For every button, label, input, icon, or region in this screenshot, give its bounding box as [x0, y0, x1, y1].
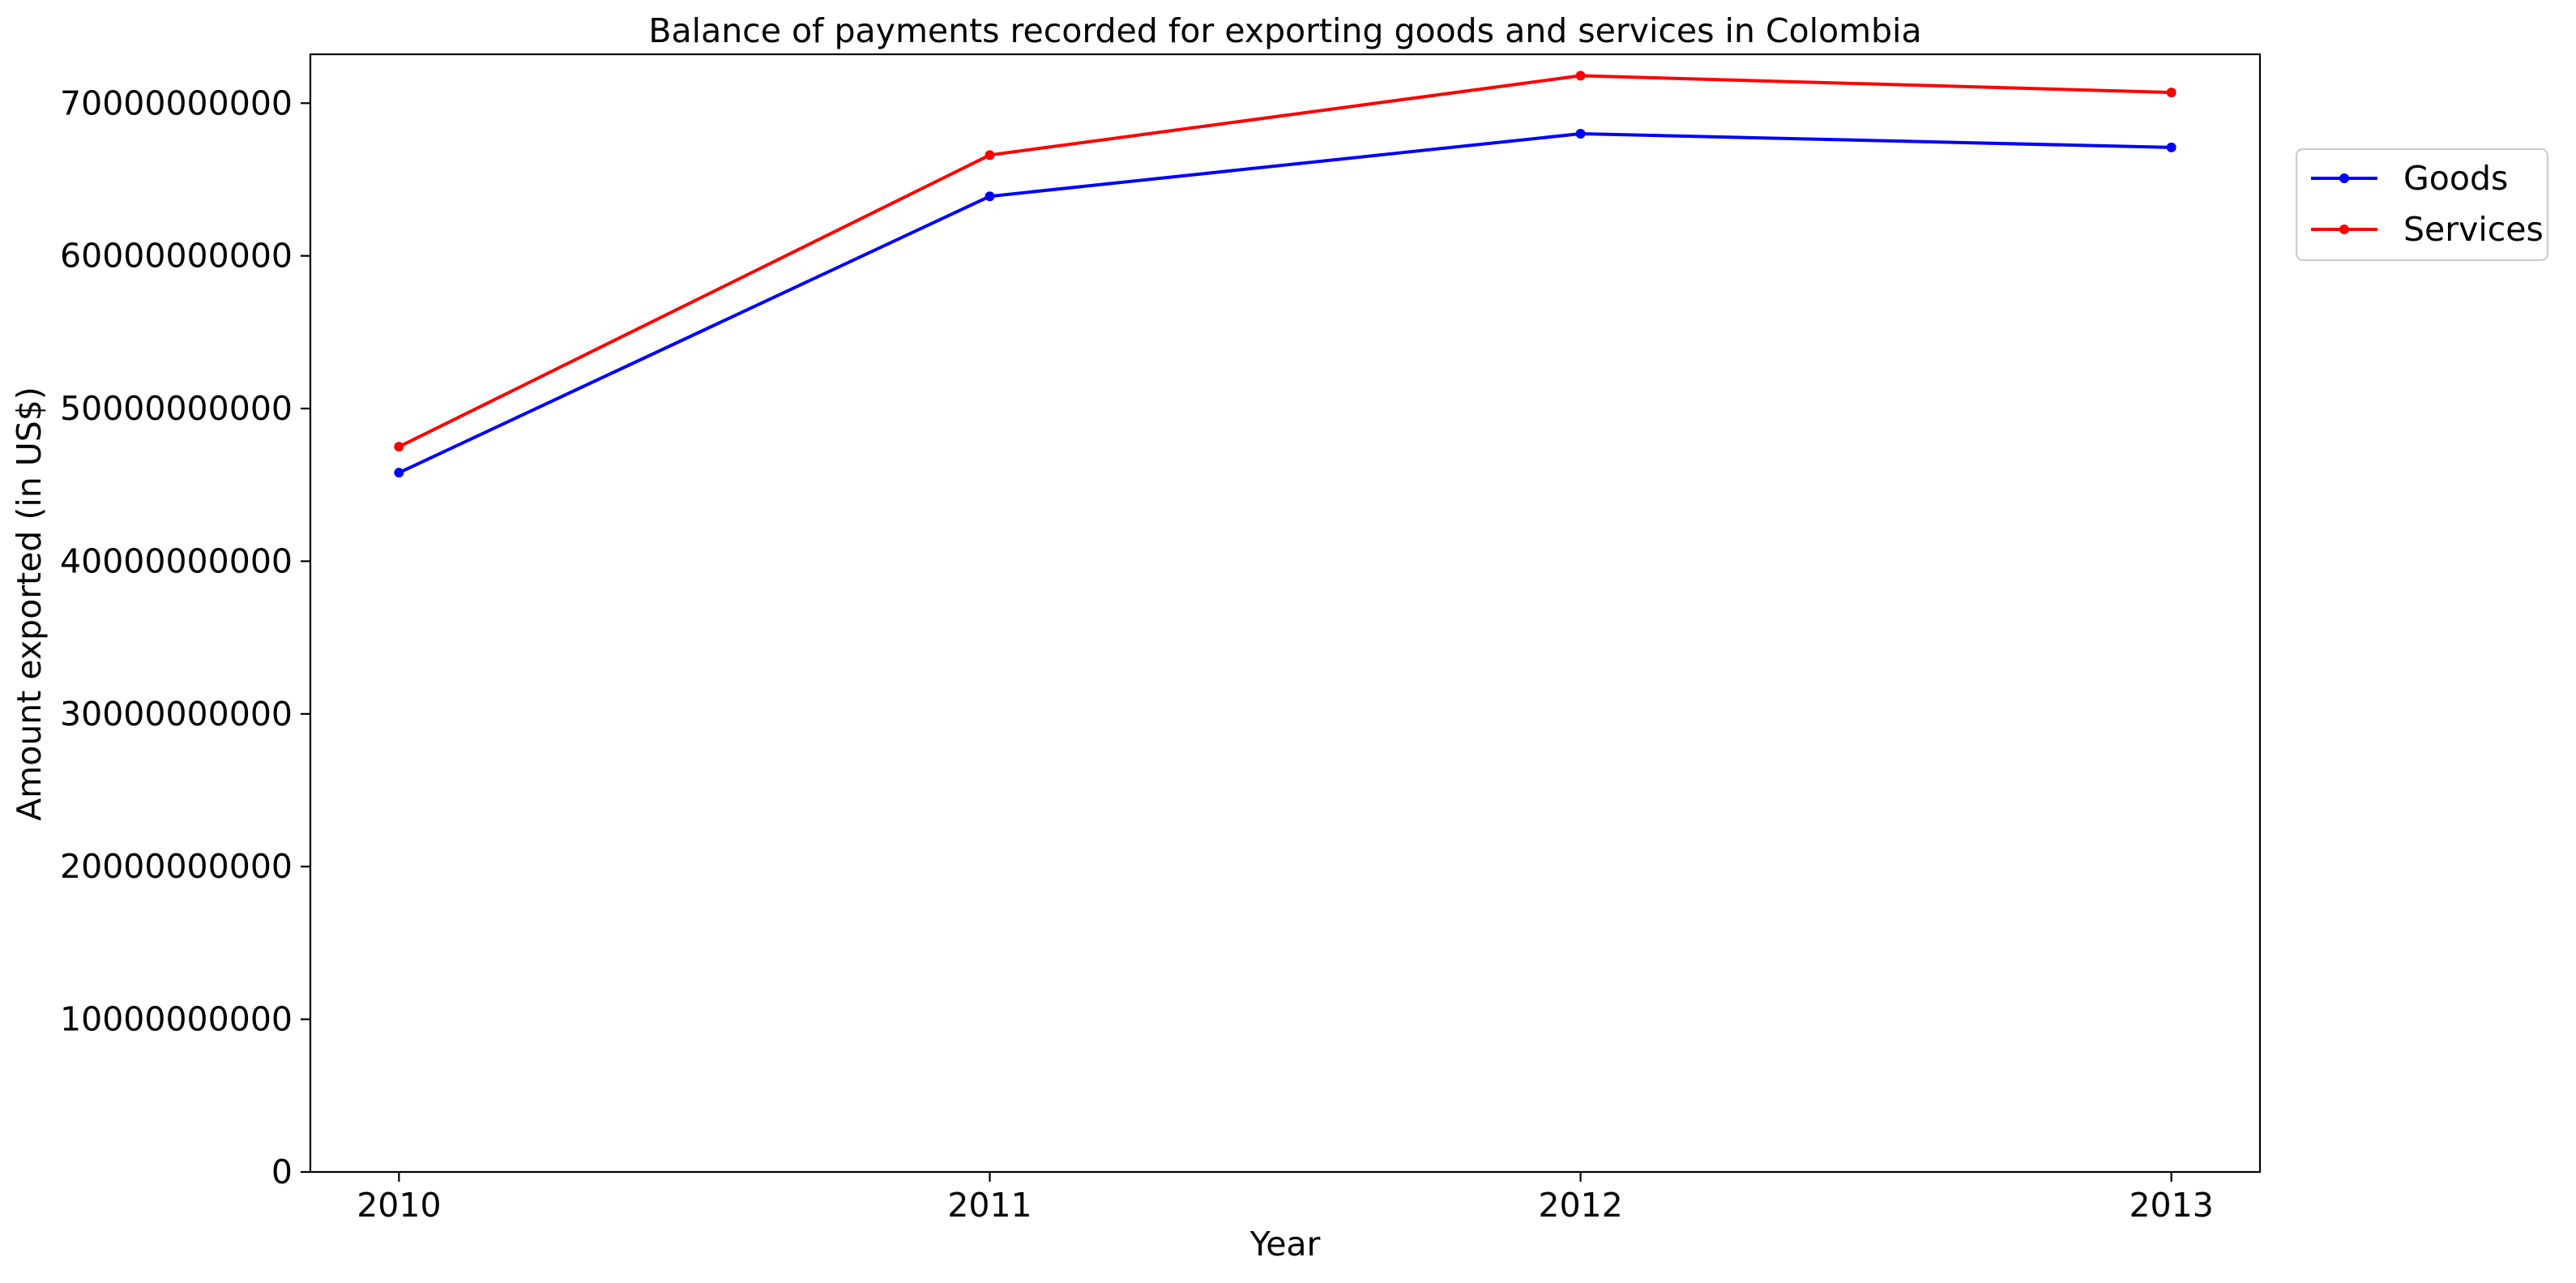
- data-point-goods: [985, 191, 995, 202]
- x-tick-label: 2011: [947, 1186, 1032, 1225]
- data-point-services: [2166, 88, 2177, 98]
- y-axis-ticks: 0 10000000000 20000000000 30000000000 400000…: [60, 83, 310, 1191]
- x-axis-ticks: 2010 2011 2012 2013: [357, 1172, 2214, 1225]
- legend-label-goods: Goods: [2403, 159, 2508, 198]
- series-line-goods: [398, 132, 2172, 475]
- y-tick-label: 60000000000: [60, 237, 293, 276]
- y-tick-label: 10000000000: [60, 1000, 293, 1039]
- data-point-services: [985, 150, 995, 160]
- y-tick-label: 20000000000: [60, 847, 293, 886]
- y-tick-label: 70000000000: [60, 83, 293, 122]
- chart-title: Balance of payments recorded for exporti…: [648, 11, 1921, 50]
- series-layer: [394, 71, 2177, 478]
- y-tick-label: 40000000000: [60, 541, 293, 580]
- legend-marker-goods: [2339, 173, 2349, 183]
- x-tick-label: 2012: [1538, 1186, 1622, 1225]
- legend-marker-services: [2339, 225, 2349, 234]
- data-point-services: [394, 442, 404, 452]
- y-axis-label: Amount exported (in US$): [10, 387, 49, 821]
- data-point-goods: [394, 468, 404, 478]
- x-tick-label: 2013: [2129, 1186, 2213, 1225]
- legend: Goods Services: [2295, 148, 2549, 262]
- data-point-services: [1575, 71, 1586, 81]
- data-point-goods: [2166, 142, 2177, 152]
- series-line-services: [398, 74, 2172, 448]
- legend-label-services: Services: [2403, 210, 2544, 249]
- y-tick-label: 0: [271, 1153, 293, 1191]
- x-tick-label: 2010: [357, 1186, 441, 1225]
- data-point-goods: [1575, 128, 1586, 139]
- x-axis-label: Year: [1250, 1225, 1321, 1264]
- y-tick-label: 30000000000: [60, 695, 293, 733]
- y-tick-label: 50000000000: [60, 389, 293, 428]
- plot-frame: [309, 53, 2262, 1174]
